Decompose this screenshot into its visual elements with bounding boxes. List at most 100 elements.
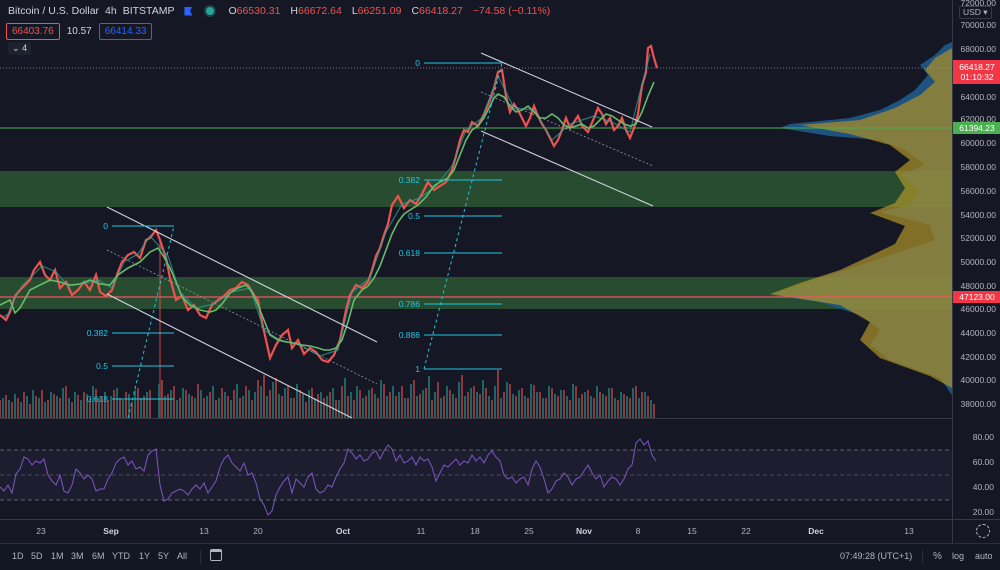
last-price-value: 66418.27 [959, 62, 995, 72]
price-label: 72000.00 [960, 0, 996, 8]
range-1m-button[interactable]: 1M [51, 551, 64, 561]
fib-right-level-0886: 0.886 [398, 330, 420, 340]
price-label: 52000.00 [960, 233, 996, 243]
pane-separator[interactable] [0, 418, 1000, 419]
price-label: 40000.00 [960, 375, 996, 385]
change-value: −74.58 (−0.11%) [472, 5, 551, 17]
fib-left-level-05: 0.5 [96, 361, 108, 371]
time-label: 13 [199, 526, 209, 536]
fib-right-level-0: 0 [415, 58, 420, 68]
bottom-toolbar: 1D 5D 1M 3M 6M YTD 1Y 5Y All 07:49:28 (U… [0, 543, 1000, 570]
time-label: Dec [808, 526, 824, 536]
time-axis[interactable]: 23 Sep 13 20 Oct 11 18 25 Nov 8 15 22 De… [0, 519, 1000, 544]
open-value: 66530.31 [236, 5, 281, 17]
price-canvas [0, 42, 952, 418]
time-label: 13 [904, 526, 914, 536]
moving-average-line [0, 81, 655, 351]
price-label: 60000.00 [960, 138, 996, 148]
resistance-price-tag: 47123.00 [953, 291, 1000, 303]
exchange-label: BITSTAMP [122, 5, 175, 17]
low-value: 66251.09 [357, 5, 402, 17]
price-label: 54000.00 [960, 210, 996, 220]
range-5d-button[interactable]: 5D [31, 551, 43, 561]
right-descending-channel [480, 52, 654, 207]
open-key: O [228, 5, 237, 17]
low-key: L [351, 5, 358, 17]
clock[interactable]: 07:49:28 (UTC+1) [840, 551, 913, 561]
spread-value: 10.57 [66, 26, 92, 37]
price-label: 64000.00 [960, 92, 996, 102]
time-label: 20 [253, 526, 263, 536]
market-status-dot-icon [206, 7, 215, 15]
range-ytd-button[interactable]: YTD [112, 551, 130, 561]
calendar-goto-icon[interactable] [210, 549, 222, 561]
time-label: 8 [635, 526, 641, 536]
price-label: 62000.00 [960, 114, 996, 124]
price-label: 70000.00 [960, 20, 996, 30]
time-label: 15 [687, 526, 697, 536]
divider [200, 550, 201, 564]
gear-icon[interactable] [976, 524, 990, 538]
time-label: 23 [36, 526, 46, 536]
volume-profile [770, 42, 952, 395]
range-1d-button[interactable]: 1D [12, 551, 24, 561]
time-label: 25 [524, 526, 534, 536]
high-key: H [290, 5, 299, 17]
range-3m-button[interactable]: 3M [71, 551, 84, 561]
divider [922, 550, 923, 564]
time-label: Nov [575, 526, 593, 536]
price-pane[interactable]: 0 0.382 0.5 0.618 0 0.382 0.5 0.618 0.78… [0, 0, 952, 418]
price-label: 68000.00 [960, 44, 996, 54]
range-6m-button[interactable]: 6M [92, 551, 105, 561]
log-scale-toggle[interactable]: log [952, 551, 965, 561]
bar-countdown: 01:10:32 [960, 72, 994, 82]
price-label: 42000.00 [960, 352, 996, 362]
buy-button[interactable]: 66414.33 [98, 23, 153, 40]
interval-label[interactable]: 4h [105, 5, 117, 17]
price-label: 58000.00 [960, 162, 996, 172]
price-label: 50000.00 [960, 257, 996, 267]
range-all-button[interactable]: All [177, 551, 188, 561]
range-1y-button[interactable]: 1Y [139, 551, 151, 561]
fib-right-level-0618: 0.618 [398, 248, 420, 258]
last-price-tag: 66418.27 01:10:32 [953, 60, 1000, 84]
rsi-axis-label: 60.00 [972, 457, 994, 467]
auto-scale-toggle[interactable]: auto [975, 551, 993, 561]
price-label: 38000.00 [960, 399, 996, 409]
close-value: 66418.27 [419, 5, 463, 17]
left-descending-channel [106, 206, 378, 418]
time-label: Sep [103, 526, 119, 536]
fib-right-level-1: 1 [415, 364, 420, 374]
axis-corner-divider [952, 520, 953, 544]
time-label: Oct [335, 526, 351, 536]
fib-right-level-0382: 0.382 [398, 175, 420, 185]
symbol-legend[interactable]: Bitcoin / U.S. Dollar 4h BITSTAMP O 66530… [8, 5, 554, 17]
indicators-collapse-button[interactable]: ⌄ 4 [8, 42, 32, 55]
fib-left-level-0618: 0.618 [86, 394, 108, 404]
rsi-axis-label: 20.00 [972, 507, 994, 517]
fib-left-level-0: 0 [103, 221, 108, 231]
price-label: 48000.00 [960, 281, 996, 291]
flag-icon[interactable] [184, 6, 193, 16]
rsi-canvas [0, 438, 952, 516]
sell-button[interactable]: 66403.76 [6, 23, 60, 40]
fib-right-level-0786: 0.786 [398, 299, 420, 309]
high-value: 66672.64 [298, 5, 342, 17]
fib-left-level-0382: 0.382 [86, 328, 108, 338]
fib-retracement-left [112, 225, 175, 418]
fib-retracement-right [423, 62, 503, 370]
price-axis[interactable]: USD ▾ 72000.00 70000.00 68000.00 64000.0… [952, 0, 1000, 519]
time-label: 22 [741, 526, 751, 536]
range-5y-button[interactable]: 5Y [158, 551, 170, 561]
currency-selector[interactable]: USD ▾ [959, 6, 992, 19]
volume-bars [0, 240, 655, 418]
time-label: 11 [416, 526, 426, 536]
symbol-title[interactable]: Bitcoin / U.S. Dollar [8, 5, 100, 17]
bid-ask-panel: 66403.76 10.57 66414.33 [6, 23, 153, 40]
rsi-axis-label: 40.00 [972, 482, 994, 492]
rsi-axis-label: 80.00 [972, 432, 994, 442]
rsi-pane[interactable] [0, 419, 952, 519]
percent-scale-toggle[interactable]: % [933, 551, 942, 562]
fib-right-level-05: 0.5 [408, 211, 420, 221]
